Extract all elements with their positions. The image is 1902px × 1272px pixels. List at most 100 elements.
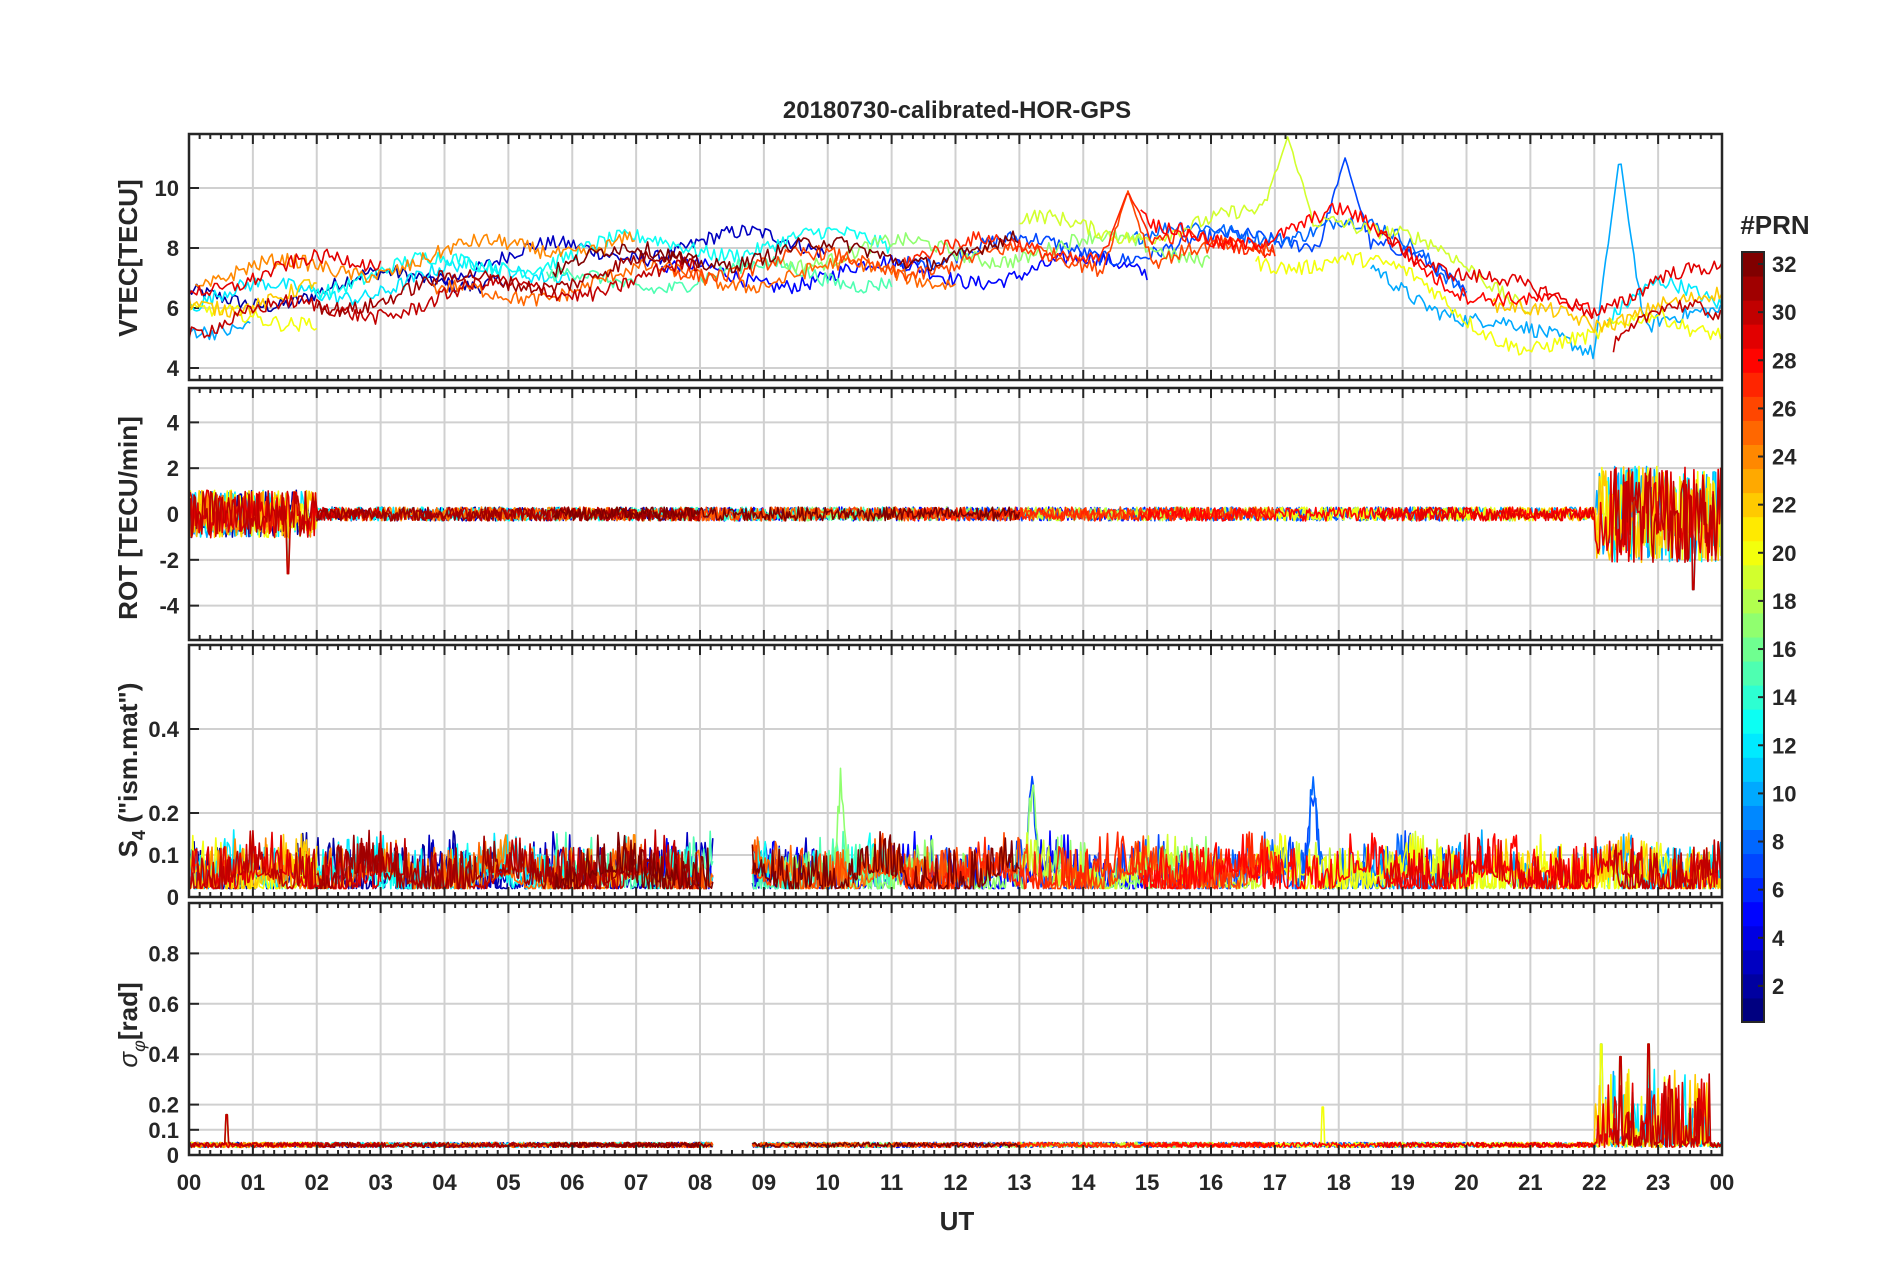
y-tick-label: 4 xyxy=(167,410,180,435)
y-tick-label: 0.2 xyxy=(148,801,179,826)
x-tick-label: 14 xyxy=(1071,1170,1096,1195)
colorbar-tick-label: 2 xyxy=(1772,974,1784,999)
x-tick-labels: 00 01 02 03 04 05 06 07 08 09 10 11 12 13 14 15 16 17 18 19… xyxy=(177,1170,1734,1195)
axes-frame xyxy=(187,901,1724,1157)
x-tick-label: 04 xyxy=(432,1170,457,1195)
prn-line xyxy=(1491,832,1723,890)
colorbar-tick-label: 4 xyxy=(1772,926,1785,951)
prn-line xyxy=(1019,136,1531,315)
colorbar-segment xyxy=(1742,516,1764,542)
colorbar-segment xyxy=(1742,564,1764,590)
rot-panel: -4 -2 0 2 4 xyxy=(159,386,1724,642)
y-tick-label: 6 xyxy=(167,296,179,321)
prn-line xyxy=(424,224,828,286)
x-tick-label: 00 xyxy=(1710,1170,1734,1195)
s4-axis-label-text: S4 ("ism.mat") xyxy=(113,683,149,858)
y-tick-label: 0 xyxy=(167,502,179,527)
y-tick-label: 0 xyxy=(167,885,179,910)
colorbar-tick-label: 20 xyxy=(1772,541,1796,566)
sigma-axis-label-text: σφ[rad] xyxy=(113,982,149,1067)
prn-line xyxy=(1612,839,1723,890)
colorbar-segment xyxy=(1742,709,1764,734)
x-tick-label: 12 xyxy=(943,1170,967,1195)
colorbar-segment xyxy=(1742,685,1764,710)
prn-line xyxy=(782,229,1211,274)
prn-line xyxy=(188,490,701,575)
prn-line xyxy=(1376,832,1723,890)
x-tick-label: 00 xyxy=(177,1170,201,1195)
prn-line xyxy=(188,265,507,313)
sigma-axis-label: σφ[rad] xyxy=(113,982,149,1067)
prn-line xyxy=(903,831,1276,890)
colorbar-segment xyxy=(1742,877,1764,903)
prn-line xyxy=(1133,216,1468,297)
prn-line xyxy=(1139,832,1595,890)
x-tick-label: 03 xyxy=(368,1170,392,1195)
x-axis-label: UT xyxy=(940,1206,975,1236)
prn-line xyxy=(667,190,1275,284)
colorbar-tick-label: 28 xyxy=(1772,348,1796,373)
x-tick-label: 15 xyxy=(1135,1170,1159,1195)
colorbar-segment xyxy=(1742,781,1764,806)
colorbar-tick-label: 8 xyxy=(1772,830,1784,855)
prn-line xyxy=(188,278,317,318)
y-tick-label: 10 xyxy=(155,176,179,201)
prn-line xyxy=(1612,299,1722,353)
x-tick-label: 22 xyxy=(1582,1170,1606,1195)
y-tick-label: 8 xyxy=(167,236,179,261)
y-tick-label: -4 xyxy=(159,594,179,619)
colorbar-segment xyxy=(1742,901,1764,927)
colorbar-tick-label: 14 xyxy=(1772,685,1797,710)
prn-line xyxy=(316,506,701,522)
prn-line xyxy=(194,231,636,288)
colorbar-segment xyxy=(1742,444,1764,470)
y-tick-label: 0.1 xyxy=(148,843,179,868)
axes-frame xyxy=(187,643,1724,899)
y-tick-label: -2 xyxy=(159,548,179,573)
rot-axis-label: ROT [TECU/min] xyxy=(113,416,143,620)
colorbar-segment xyxy=(1742,468,1764,494)
prn-line xyxy=(552,831,1021,890)
prn-line xyxy=(1254,833,1723,890)
prn-line xyxy=(552,1141,1020,1149)
y-tick-label: 0.6 xyxy=(148,992,179,1017)
prn-line xyxy=(903,506,1276,522)
colorbar-segment xyxy=(1742,805,1764,830)
prn-line xyxy=(1612,1043,1723,1149)
colorbar-tick-label: 24 xyxy=(1772,445,1797,470)
colorbar-frame xyxy=(1741,251,1765,1023)
vtec-axis-label: VTEC[TECU] xyxy=(113,179,143,336)
colorbar-segment xyxy=(1742,949,1764,975)
y-tick-label: 0.2 xyxy=(148,1093,179,1118)
y-tick-label: 4 xyxy=(167,356,180,381)
colorbar-segment xyxy=(1742,997,1764,1023)
axes-frame xyxy=(187,132,1724,382)
x-tick-label: 05 xyxy=(496,1170,520,1195)
colorbar-tick-label: 26 xyxy=(1772,396,1796,421)
prn-line xyxy=(1140,202,1594,319)
x-tick-label: 13 xyxy=(1007,1170,1031,1195)
prn-line xyxy=(1140,1141,1595,1149)
x-tick-label: 23 xyxy=(1646,1170,1670,1195)
colorbar-segment xyxy=(1742,348,1764,373)
x-tick-label: 10 xyxy=(816,1170,840,1195)
colorbar-segment xyxy=(1742,324,1764,349)
colorbar-tick-label: 12 xyxy=(1772,733,1796,758)
x-tick-label: 07 xyxy=(624,1170,648,1195)
colorbar-segment xyxy=(1742,420,1764,445)
x-tick-label: 02 xyxy=(305,1170,329,1195)
s4-panel: 0 0.1 0.2 0.4 xyxy=(148,643,1724,910)
colorbar-tick-label: 10 xyxy=(1772,781,1796,806)
colorbar-segment xyxy=(1742,492,1764,518)
prn-line xyxy=(1376,232,1723,320)
colorbar-tick-label: 6 xyxy=(1772,878,1784,903)
x-tick-label: 20 xyxy=(1454,1170,1478,1195)
prn-line xyxy=(1370,163,1722,360)
prn-line xyxy=(1254,251,1722,356)
prn-line xyxy=(1376,466,1723,563)
x-tick-label: 08 xyxy=(688,1170,712,1195)
x-tick-label: 01 xyxy=(241,1170,265,1195)
prn-line xyxy=(552,506,1021,522)
colorbar-segment xyxy=(1742,637,1764,662)
y-tick-label: 0.8 xyxy=(148,941,179,966)
